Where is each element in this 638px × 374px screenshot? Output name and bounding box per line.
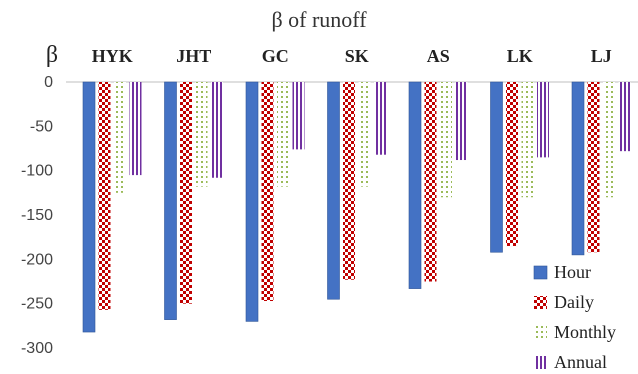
legend-label-hour: Hour	[554, 262, 591, 282]
y-tick-label: -150	[21, 207, 53, 224]
bar-annual-jht	[211, 82, 223, 178]
y-tick-label: -300	[21, 340, 53, 357]
bar-monthly-as	[440, 82, 452, 198]
bar-monthly-gc	[277, 82, 289, 187]
y-tick-label: -100	[21, 163, 53, 180]
legend: Hour Daily Monthly Annual	[533, 262, 616, 372]
bar-hour-lk	[490, 81, 503, 253]
bar-hour-hyk	[82, 81, 96, 333]
bar-hour-lj	[571, 81, 585, 256]
bar-daily-jht	[180, 82, 192, 304]
category-label: LK	[507, 46, 533, 66]
legend-label-daily: Daily	[554, 292, 594, 312]
bar-hour-as	[408, 81, 422, 289]
category-labels: HYK JHT GC SK AS LK LJ	[92, 46, 612, 66]
legend-swatch-monthly	[534, 326, 547, 339]
category-label: JHT	[176, 46, 211, 66]
legend-label-annual: Annual	[554, 352, 607, 372]
category-label: HYK	[92, 46, 133, 66]
bar-daily-lj	[587, 82, 600, 253]
category-label: LJ	[591, 46, 612, 66]
bar-annual-as	[455, 82, 468, 161]
bar-hour-jht	[164, 81, 177, 320]
legend-swatch-hour	[533, 265, 548, 280]
chart-title: β of runoff	[271, 7, 367, 32]
bar-monthly-jht	[195, 82, 208, 187]
bar-daily-hyk	[98, 82, 111, 310]
bar-annual-sk	[374, 82, 386, 155]
y-tick-label: -250	[21, 296, 53, 313]
bar-annual-gc	[292, 82, 305, 150]
bar-annual-lj	[618, 82, 631, 152]
legend-swatch-daily	[534, 296, 547, 309]
bar-annual-hyk	[129, 82, 142, 176]
bar-daily-sk	[343, 82, 355, 280]
legend-swatch-annual	[534, 356, 547, 369]
category-label: GC	[262, 46, 289, 66]
bar-daily-as	[424, 82, 437, 282]
bars	[82, 81, 631, 333]
y-axis-label: β	[46, 42, 58, 68]
category-label: SK	[345, 46, 369, 66]
y-tick-labels: 0 -50 -100 -150 -200 -250 -300	[21, 74, 53, 357]
bar-monthly-lk	[521, 82, 534, 198]
bar-daily-gc	[261, 82, 274, 302]
bar-daily-lk	[506, 82, 518, 247]
bar-hour-gc	[245, 81, 259, 322]
category-label: AS	[427, 46, 450, 66]
bar-monthly-lj	[603, 82, 615, 198]
bar-annual-lk	[537, 82, 549, 158]
bar-monthly-hyk	[114, 82, 126, 193]
y-tick-label: -50	[30, 118, 53, 135]
bar-hour-sk	[327, 81, 340, 300]
y-tick-label: 0	[44, 74, 53, 91]
bar-monthly-sk	[358, 82, 371, 187]
legend-label-monthly: Monthly	[554, 322, 616, 342]
y-tick-label: -200	[21, 251, 53, 268]
